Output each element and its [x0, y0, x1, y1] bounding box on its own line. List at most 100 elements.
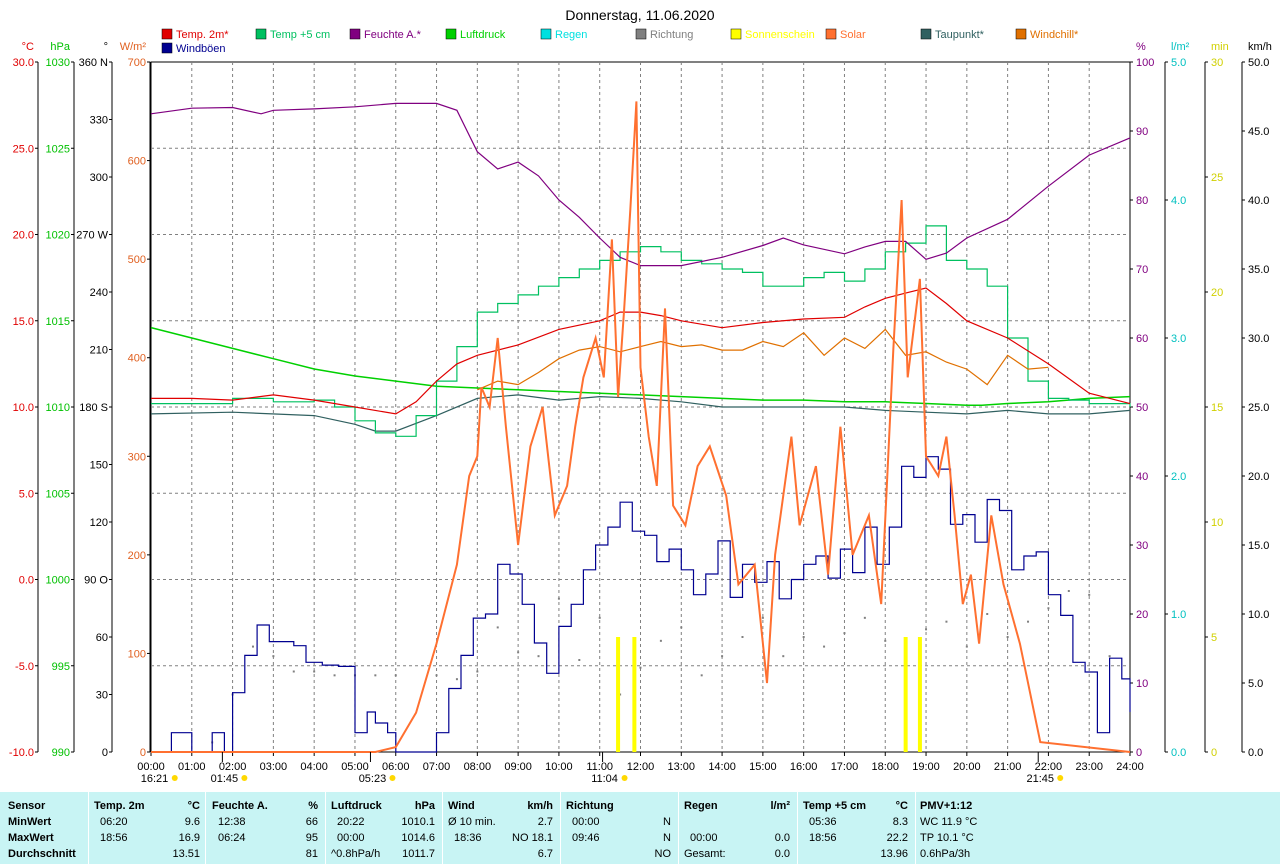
axis-tick-label: 5 [1211, 632, 1217, 644]
hum-unit: % [308, 800, 318, 812]
direction-dot [986, 613, 989, 615]
axis-tick-label: 0.0 [1248, 747, 1263, 759]
axis-tick-label: 10 [1136, 678, 1148, 690]
wind-unit: km/h [527, 800, 553, 812]
pmv-windchill: WC 11.9 °C [920, 816, 978, 828]
direction-dot [965, 645, 968, 648]
axis-tick-label: 30 [96, 690, 108, 702]
event-label: 16:21 [141, 773, 169, 785]
dir-max-time: 09:46 [572, 832, 600, 844]
stats-direction: Richtung 00:00 N 09:46 N NO [566, 798, 671, 862]
legend-label: Windböen [176, 43, 226, 55]
direction-dot [333, 674, 336, 677]
direction-dot [292, 670, 295, 673]
sunshine-bar [917, 637, 922, 752]
axis-tick-label: 20.0 [13, 230, 34, 242]
x-axis: 00:00 01:00 02:00 03:00 04:00 05:00 06:00 07:00… [137, 752, 1144, 773]
axis-unit: l/m² [1171, 41, 1190, 53]
axis-tick-label: 10.0 [13, 402, 34, 414]
legend-label: Feuchte A.* [364, 29, 422, 41]
axis-tick-label: 45.0 [1248, 126, 1269, 138]
legend-label: Temp. 2m* [176, 29, 229, 41]
axis-tick-label: 10.0 [1248, 609, 1269, 621]
legend-label: Taupunkt* [935, 29, 985, 41]
axis-tick-label: 0 [1136, 747, 1142, 759]
direction-dot [619, 693, 622, 696]
x-tick-label: 05:00 [341, 761, 369, 773]
temp-max-value: 16.9 [178, 832, 200, 844]
axis-tick-label: 50.0 [1248, 57, 1269, 69]
direction-dot [374, 674, 377, 677]
axis-tick-label: 60 [96, 632, 108, 644]
x-tick-label: 10:00 [545, 761, 573, 773]
event-marker: 21:45 [1026, 752, 1064, 785]
legend-item: Taupunkt* [920, 28, 985, 41]
axis-tick-label: 3.0 [1171, 333, 1186, 345]
temp-max-time: 18:56 [100, 832, 128, 844]
x-tick-label: 03:00 [260, 761, 288, 773]
hum-avg-value: 81 [305, 848, 318, 860]
row-label-avg: Durchschnitt [8, 848, 76, 860]
left-axis-0: °C 30.0 25.0 20.0 15.0 10.0 5.0 0.0 -5.0 -10.0 [9, 41, 39, 759]
axis-tick-label: 40 [1136, 471, 1148, 483]
temp-avg-value: 13.51 [172, 848, 200, 860]
axis-tick-label: 300 [90, 172, 108, 184]
axis-tick-label: 700 [128, 57, 146, 69]
pmv-pressure-trend: 0.6hPa/3h [920, 848, 971, 860]
axis-unit: °C [22, 41, 34, 53]
x-tick-label: 11:00 [586, 761, 613, 773]
direction-dot [1006, 636, 1009, 638]
event-marker: 01:45 [211, 752, 248, 785]
stats-rain: Regen l/m² 00:00 0.0 Gesamt: 0.0 [684, 798, 790, 862]
stats-temp: Temp. 2m °C 06:20 9.6 18:56 16.9 13.51 [94, 798, 200, 862]
x-tick-label: 04:00 [300, 761, 328, 773]
axis-tick-label: 100 [1136, 57, 1154, 69]
row-label-min: MinWert [8, 816, 52, 828]
x-tick-label: 19:00 [912, 761, 940, 773]
direction-dot [598, 616, 601, 619]
axis-tick-label: 80 [1136, 195, 1148, 207]
sun-icon [241, 775, 248, 781]
x-tick-label: 08:00 [464, 761, 492, 773]
direction-dot [1027, 620, 1030, 623]
axis-tick-label: 15 [1211, 402, 1223, 414]
direction-dot [1108, 655, 1111, 658]
event-marker: 05:23 [359, 752, 396, 785]
stats-pressure: Luftdruck hPa 20:22 1010.1 00:00 1014.6 ^0.… [331, 798, 435, 862]
event-marker: 16:21 [141, 773, 178, 785]
stats-temp5: Temp +5 cm °C 05:36 8.3 18:56 22.2 13.96 [803, 798, 908, 862]
direction-dot [557, 597, 560, 600]
direction-dot [251, 645, 254, 648]
legend-swatch [825, 28, 837, 40]
temp-unit: °C [187, 800, 200, 812]
direction-dot [435, 674, 438, 677]
right-axes: %1009080706050403020100l/m²5.04.03.02.01… [1129, 41, 1272, 759]
legend-swatch [161, 42, 173, 54]
legend-label: Sonnenschein [745, 29, 815, 41]
weather-chart: Donnerstag, 11.06.2020 Temp. 2m* Temp +5 … [9, 7, 1272, 785]
series-feuchte-a- [150, 102, 1131, 267]
rain-total-label: Gesamt: [684, 848, 726, 860]
axis-unit: hPa [50, 41, 70, 53]
axis-tick-label: 100 [128, 648, 146, 660]
legend-label: Regen [555, 29, 587, 41]
axis-tick-label: -10.0 [9, 747, 34, 759]
axis-tick-label: 0 [140, 747, 146, 759]
axis-tick-label: 20 [1211, 287, 1223, 299]
right-axis-2: min 30 25 20 15 10 5 0 [1204, 41, 1229, 759]
legend-item: Regen [540, 28, 587, 41]
axis-tick-label: 1015 [46, 316, 70, 328]
direction-dot [823, 645, 826, 648]
axis-tick-label: 210 [90, 345, 108, 357]
hum-min-value: 66 [305, 816, 318, 828]
dir-min-value: N [663, 816, 671, 828]
axis-tick-label: 0.0 [1171, 747, 1186, 759]
axis-tick-label: 0 [102, 747, 108, 759]
press-unit: hPa [414, 800, 435, 812]
axis-tick-label: 10 [1211, 517, 1223, 529]
axis-unit: min [1211, 41, 1229, 53]
direction-dot [863, 616, 866, 619]
temp5-max-value: 22.2 [886, 832, 908, 844]
wind-max-time: 18:36 [454, 832, 482, 844]
event-label: 05:23 [359, 773, 387, 785]
